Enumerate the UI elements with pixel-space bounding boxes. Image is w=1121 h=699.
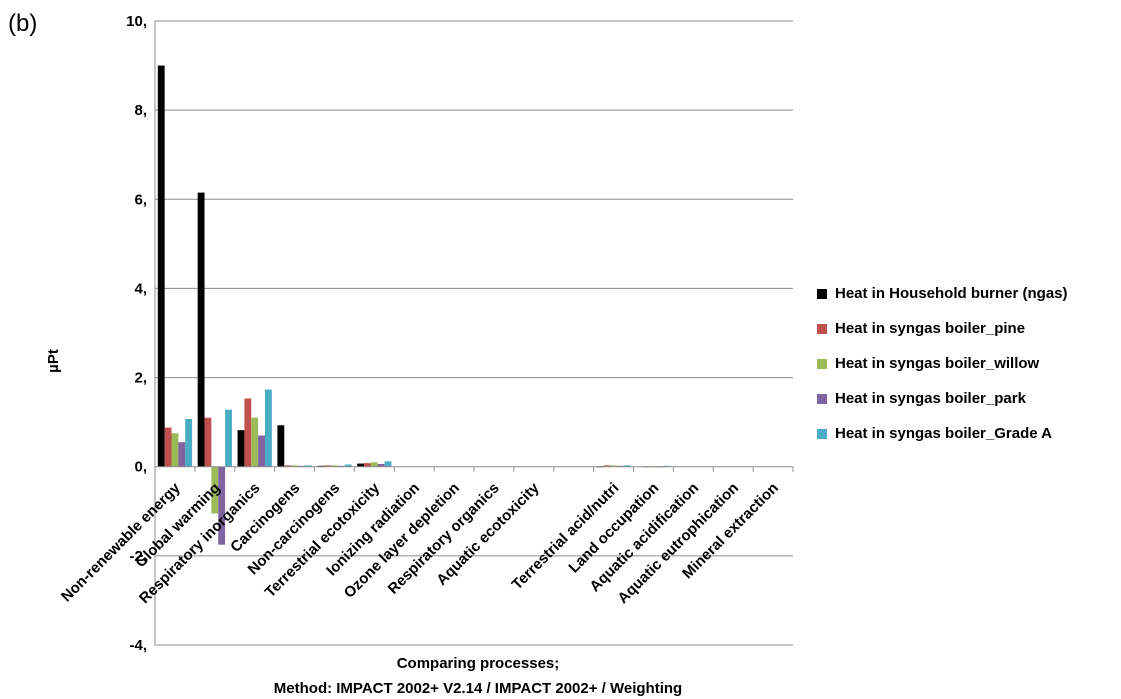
y-tick-label: -4, [129,637,147,654]
axes [154,21,794,645]
bar [603,465,611,467]
y-tick-label: 4, [134,280,147,297]
legend-label: Heat in syngas boiler_park [835,390,1026,407]
legend-swatch [817,288,827,299]
bar [171,433,179,467]
bar [364,463,371,467]
y-axis-label: µPt [45,349,62,373]
bar [377,464,385,467]
y-tick-label: 6, [134,191,147,208]
bar [164,427,172,467]
legend-item: Heat in syngas boiler_park [817,381,1068,416]
bar [284,465,292,467]
y-tick-label: 0, [134,459,147,476]
bar [264,389,272,467]
panel-label: (b) [8,10,38,37]
x-axis-label-line-2: Method: IMPACT 2002+ V2.14 / IMPACT 2002… [274,680,682,697]
legend-item: Heat in syngas boiler_Grade A [817,416,1068,451]
legend-label: Heat in syngas boiler_pine [835,320,1026,337]
bar [185,419,193,467]
legend-swatch [817,358,827,369]
legend-item: Heat in Household burner (ngas) [817,276,1068,311]
y-tick-label: 8, [134,102,147,119]
legend-swatch [817,393,827,404]
bars [157,65,671,545]
bar [304,465,312,467]
bar [225,409,232,467]
bar [157,65,165,467]
bar [211,466,219,514]
bar [291,465,298,467]
x-axis-label-line-1: Comparing processes; [397,655,560,672]
bar [218,466,226,545]
bar [178,442,186,467]
legend-label: Heat in Household burner (ngas) [835,285,1068,302]
bar [244,398,252,467]
bar [324,465,332,467]
bar [277,425,285,467]
bar [237,430,245,467]
bar [258,435,265,467]
bar [610,465,617,467]
y-tick-label: 10, [126,13,147,30]
legend-item: Heat in syngas boiler_pine [817,311,1068,346]
bar [344,464,352,467]
bar [623,465,631,467]
legend-label: Heat in syngas boiler_willow [835,355,1040,372]
y-tick-label: 2, [134,370,147,387]
legend-swatch [817,323,827,334]
legend-swatch [817,428,827,439]
bar [197,192,205,467]
bar [357,463,365,467]
legend-item: Heat in syngas boiler_willow [817,346,1068,381]
bar [370,462,378,467]
bar [384,461,392,467]
legend-label: Heat in syngas boiler_Grade A [835,425,1053,442]
legend: Heat in Household burner (ngas) Heat in s… [817,276,1068,451]
bar [331,465,338,467]
y-tick-labels: -4, -2, 0, 2, 4, 6, 8, 10, [126,13,147,654]
y-tick-label: -2, [129,548,147,565]
bar [251,417,259,467]
bar [204,417,212,467]
gridlines [155,20,793,646]
